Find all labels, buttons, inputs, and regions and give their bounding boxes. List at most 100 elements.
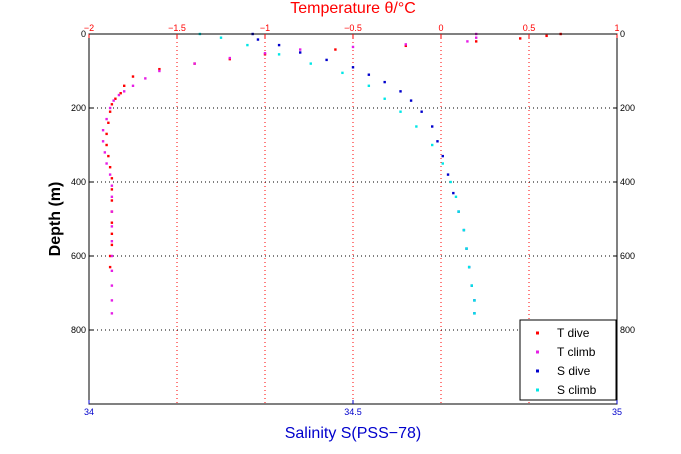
top-axis-title: Temperature θ/°C — [290, 0, 416, 17]
data-point — [110, 243, 114, 247]
data-point — [105, 162, 108, 165]
top-axis-tick-label: −2 — [84, 23, 94, 33]
left-axis-tick-label: 800 — [71, 325, 86, 335]
data-point — [467, 265, 471, 269]
top-axis-tick-label: −1.5 — [168, 23, 186, 33]
top-axis-tick-label: 1 — [614, 23, 619, 33]
y-axis-title: Depth (m) — [47, 182, 64, 257]
data-point — [193, 62, 196, 65]
legend-marker — [536, 388, 539, 392]
data-point — [105, 132, 108, 136]
data-point — [108, 265, 112, 269]
left-axis-tick-label: 400 — [71, 177, 86, 187]
bottom-axis-tick-label: 35 — [612, 407, 622, 417]
top-axis-tick-label: 0.5 — [523, 23, 536, 33]
data-point — [114, 97, 117, 100]
data-point — [108, 110, 112, 113]
data-point — [475, 36, 478, 39]
data-point — [325, 58, 328, 62]
data-point — [101, 140, 105, 143]
data-point — [409, 99, 413, 102]
legend-label: T climb — [557, 345, 596, 359]
data-point — [105, 143, 108, 147]
data-point — [110, 284, 114, 287]
data-point — [110, 240, 114, 243]
bottom-axis-title: Salinity S(PSS−78) — [285, 425, 422, 442]
data-point — [108, 173, 112, 176]
data-point — [110, 254, 114, 258]
data-point — [131, 84, 135, 87]
data-point — [123, 84, 126, 87]
data-point — [105, 117, 108, 121]
data-point — [351, 66, 355, 69]
data-point — [452, 191, 455, 195]
data-point — [117, 93, 121, 97]
data-point — [415, 125, 418, 128]
data-point — [110, 210, 114, 213]
data-point — [119, 92, 122, 95]
data-point — [110, 177, 114, 180]
data-point — [246, 43, 249, 47]
left-axis-tick-label: 600 — [71, 251, 86, 261]
data-point — [110, 195, 114, 198]
data-point — [475, 40, 478, 43]
data-point — [110, 188, 114, 191]
data-point — [466, 40, 469, 43]
right-axis-tick-label: 600 — [620, 251, 635, 261]
top-axis-tick-label: −0.5 — [344, 23, 362, 33]
data-point — [449, 180, 452, 184]
legend: T dive T climb S dive S climb — [519, 319, 617, 401]
data-point — [404, 44, 407, 48]
data-point — [277, 43, 281, 47]
data-point — [144, 77, 147, 80]
data-point — [399, 110, 402, 113]
data-point — [519, 37, 522, 40]
data-point — [367, 73, 371, 76]
right-axis-tick-label: 400 — [620, 177, 635, 187]
data-point — [341, 71, 344, 75]
legend-label: S dive — [557, 364, 591, 378]
data-point — [123, 90, 126, 93]
data-point — [420, 110, 423, 113]
data-point — [110, 232, 114, 235]
data-point — [108, 254, 112, 258]
series-t-climb — [101, 32, 478, 315]
data-point — [431, 143, 434, 147]
data-point — [462, 228, 466, 232]
data-point — [110, 225, 114, 228]
data-point — [299, 48, 302, 51]
left-axis-tick-label: 0 — [81, 29, 86, 39]
data-point — [107, 121, 110, 124]
data-point — [441, 162, 444, 165]
data-point — [112, 99, 115, 102]
data-point — [470, 284, 473, 287]
data-point — [367, 84, 371, 87]
data-point — [441, 154, 444, 158]
data-point — [473, 312, 476, 315]
top-axis-tick-label: 0 — [438, 23, 443, 33]
data-point — [110, 199, 114, 202]
data-point — [110, 312, 114, 315]
data-point — [351, 45, 355, 49]
data-point — [219, 36, 223, 39]
data-point — [277, 53, 281, 56]
legend-label: S climb — [557, 383, 597, 397]
data-point — [334, 48, 337, 51]
data-point — [108, 166, 112, 169]
data-point — [108, 106, 112, 110]
data-point — [131, 75, 135, 78]
data-point — [110, 221, 114, 224]
data-point — [110, 103, 114, 106]
data-point — [473, 299, 476, 302]
legend-marker — [536, 350, 539, 354]
right-axis-tick-label: 0 — [620, 29, 625, 39]
data-point — [309, 62, 312, 65]
data-point — [158, 69, 161, 73]
data-point — [454, 195, 458, 198]
data-point — [110, 184, 114, 187]
data-point — [404, 43, 407, 46]
data-point — [465, 247, 468, 250]
legend-marker — [536, 331, 539, 335]
data-point — [110, 299, 114, 302]
